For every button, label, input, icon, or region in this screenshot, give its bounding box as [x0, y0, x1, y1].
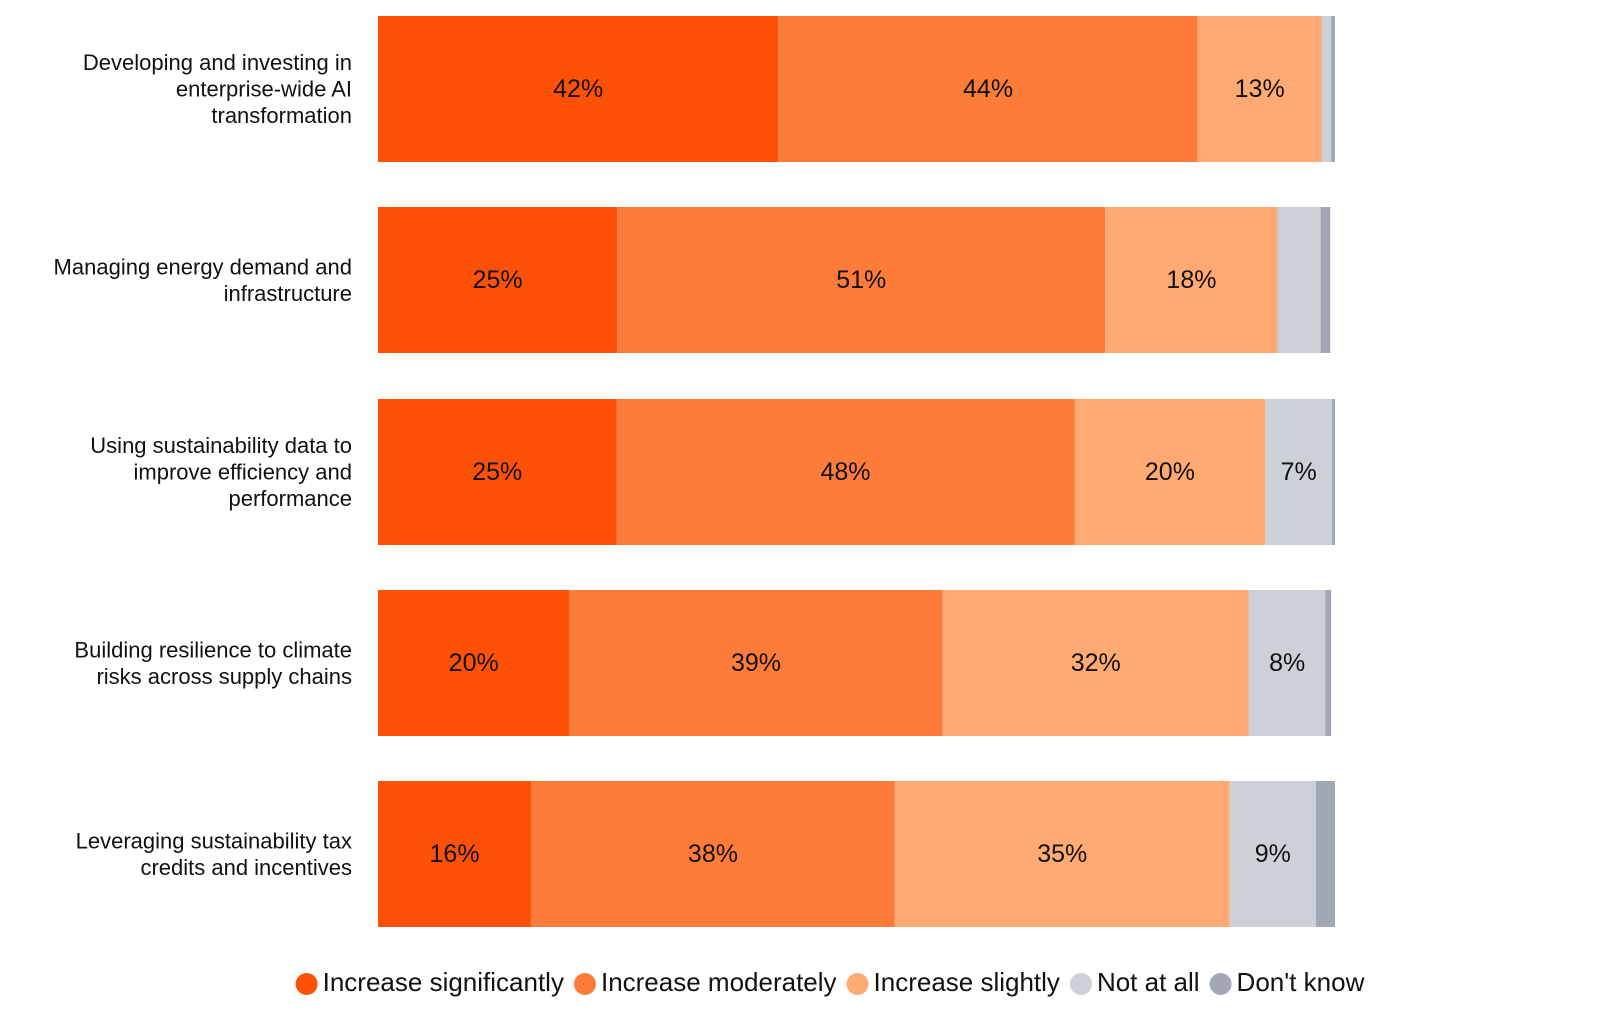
bar-segment [1315, 781, 1335, 927]
legend-marker [573, 973, 596, 995]
bar-segment [531, 781, 895, 927]
bar-segment [378, 207, 618, 353]
bar-segment [1325, 590, 1332, 736]
data-label: 44% [963, 75, 1013, 103]
data-label: 48% [821, 458, 871, 486]
bar-segment [1331, 16, 1335, 162]
data-label: 7% [1281, 458, 1317, 486]
bar-segment [1265, 399, 1333, 545]
data-label: 13% [1235, 75, 1285, 103]
data-label: 39% [731, 649, 781, 677]
data-label: 9% [1255, 840, 1291, 868]
bar-segment [1277, 207, 1321, 353]
legend-marker [1209, 973, 1232, 995]
bar-segment [1197, 16, 1322, 162]
data-label: 8% [1269, 649, 1305, 677]
bar-segment [617, 207, 1106, 353]
bar-segment [1248, 590, 1326, 736]
category-labels: Developing and investing in enterprise-wi… [54, 50, 352, 880]
legend-label: Increase moderately [601, 967, 837, 997]
bar-segment [1321, 16, 1332, 162]
legend-label: Increase significantly [323, 967, 564, 997]
bar-segment [1074, 399, 1266, 545]
legend-label: Increase slightly [874, 967, 1060, 997]
bars-layer: 42% 44% 13% 25% 51% 18% 25% 48% 20% 7% 20% 39% 32% 8%… [378, 16, 1335, 927]
bar-segment [778, 16, 1198, 162]
legend-label: Not at all [1097, 967, 1200, 997]
data-label: 20% [449, 649, 499, 677]
legend-label: Don't know [1237, 967, 1365, 997]
bar-segment [569, 590, 943, 736]
category-label: Developing and investing in enterprise-wi… [83, 50, 352, 128]
data-label: 42% [553, 75, 603, 103]
data-label: 20% [1145, 458, 1195, 486]
bar-segment [616, 399, 1075, 545]
bar-segment [942, 590, 1249, 736]
category-label: Building resilience to climate risks acro… [74, 637, 352, 689]
data-label: 18% [1166, 266, 1216, 294]
bar-segment [894, 781, 1230, 927]
data-label: 25% [473, 266, 523, 294]
data-label: 38% [688, 840, 738, 868]
bar-segment [1105, 207, 1278, 353]
category-label: Leveraging sustainability tax credits and… [76, 828, 352, 880]
bar-segment [1229, 781, 1316, 927]
bar-segment [378, 16, 779, 162]
data-label: 32% [1071, 649, 1121, 677]
data-label: 35% [1037, 840, 1087, 868]
data-label: 25% [472, 458, 522, 486]
legend: Increase significantly Increase moderatel… [295, 967, 1365, 997]
bar-segment [378, 781, 532, 927]
data-label: 51% [836, 266, 886, 294]
bar-segment [378, 399, 617, 545]
bar-segment [1320, 207, 1331, 353]
category-label: Using sustainability data to improve effi… [90, 433, 352, 511]
bar-segment [1332, 399, 1335, 545]
legend-marker [846, 973, 869, 995]
category-label: Managing energy demand and infrastructure [54, 254, 352, 306]
legend-marker [1069, 973, 1092, 995]
data-label: 16% [430, 840, 480, 868]
bar-segment [378, 590, 570, 736]
legend-marker [295, 973, 318, 995]
